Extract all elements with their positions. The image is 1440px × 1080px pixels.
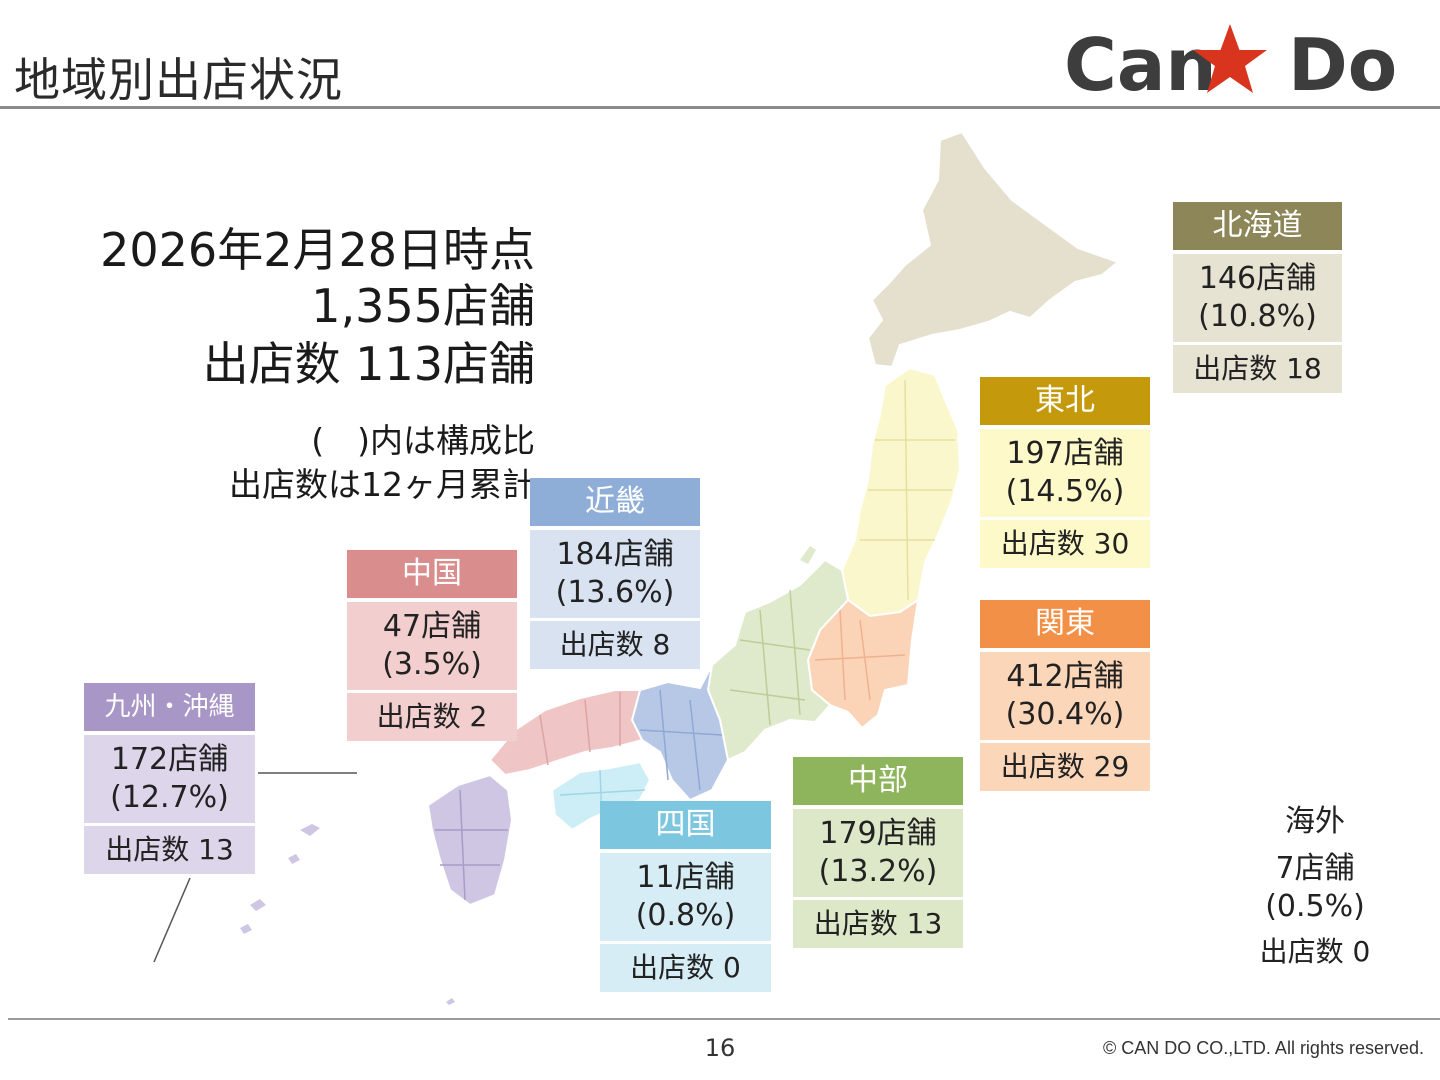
region-name: 東北	[980, 377, 1150, 425]
note-openings: 出店数は12ヶ月累計	[229, 465, 535, 504]
region-name: 近畿	[530, 478, 700, 526]
region-openings: 出店数 13	[793, 900, 963, 948]
region-tohoku: 東北 197店舗 (14.5%) 出店数 30	[980, 377, 1150, 568]
region-openings: 出店数 18	[1173, 345, 1342, 393]
copyright: © CAN DO CO.,LTD. All rights reserved.	[1102, 1038, 1424, 1058]
region-stores: 47店舗	[382, 609, 482, 644]
cando-logo: Can Do	[1064, 23, 1397, 102]
title-divider	[0, 106, 1440, 109]
region-openings: 出店数 8	[530, 621, 700, 669]
region-openings: 出店数 29	[980, 743, 1150, 791]
page-title: 地域別出店状況	[14, 53, 343, 107]
map-tohoku	[840, 366, 962, 618]
region-stores: 146店舗	[1198, 261, 1317, 296]
region-name: 九州・沖縄	[84, 683, 255, 731]
footer-divider	[8, 1018, 1440, 1020]
logo-text-can: Can	[1064, 23, 1217, 102]
region-chugoku: 中国 47店舗 (3.5%) 出店数 2	[347, 550, 517, 741]
region-chubu: 中部 179店舗 (13.2%) 出店数 13	[793, 757, 963, 948]
region-stores: 184店舗	[556, 537, 674, 572]
overseas-name: 海外	[1285, 804, 1345, 839]
region-share: (3.5%)	[382, 647, 482, 682]
region-openings: 出店数 30	[980, 520, 1150, 568]
note-ratio: ( )内は構成比	[311, 421, 535, 460]
map-chugoku	[488, 689, 644, 777]
region-stores: 172店舗	[110, 742, 229, 777]
region-kanto: 関東 412店舗 (30.4%) 出店数 29	[980, 600, 1150, 791]
region-name: 四国	[600, 801, 771, 849]
region-share: (13.6%)	[555, 575, 675, 610]
page-number: 16	[704, 1034, 736, 1062]
region-stores: 11店舗	[636, 860, 735, 895]
region-openings: 出店数 13	[84, 826, 255, 874]
region-openings: 出店数 2	[347, 693, 517, 741]
total-stores: 1,355店舗	[311, 279, 535, 333]
region-name: 関東	[980, 600, 1150, 648]
region-stores: 412店舗	[1006, 659, 1124, 694]
region-shikoku: 四国 11店舗 (0.8%) 出店数 0	[600, 801, 771, 992]
region-stores: 197店舗	[1006, 436, 1124, 471]
map-chubu	[706, 558, 850, 762]
region-share: (0.8%)	[635, 898, 736, 933]
region-overseas: 海外 7店舗 (0.5%) 出店数 0	[1240, 800, 1390, 972]
leader-line-okinawa	[153, 877, 191, 963]
overseas-openings: 出店数 0	[1259, 935, 1371, 968]
as-of-date: 2026年2月28日時点	[100, 223, 535, 277]
overseas-stores: 7店舗	[1275, 851, 1355, 886]
region-hokkaido: 北海道 146店舗 (10.8%) 出店数 18	[1173, 202, 1342, 393]
logo-text-do: Do	[1288, 23, 1397, 102]
map-kyushu	[426, 773, 514, 907]
region-name: 北海道	[1173, 202, 1342, 250]
overseas-share: (0.5%)	[1265, 889, 1365, 924]
region-share: (13.2%)	[818, 854, 938, 889]
map-hokkaido	[866, 130, 1121, 369]
region-stores: 179店舗	[819, 816, 937, 851]
region-share: (30.4%)	[1005, 697, 1125, 732]
region-name: 中国	[347, 550, 517, 598]
region-kinki: 近畿 184店舗 (13.6%) 出店数 8	[530, 478, 700, 669]
region-share: (14.5%)	[1005, 474, 1125, 509]
region-openings: 出店数 0	[600, 944, 771, 992]
star-icon	[1193, 24, 1267, 93]
region-kyushu-okinawa: 九州・沖縄 172店舗 (12.7%) 出店数 13	[84, 683, 255, 874]
region-share: (12.7%)	[110, 780, 229, 815]
region-share: (10.8%)	[1198, 299, 1317, 334]
region-name: 中部	[793, 757, 963, 805]
total-openings: 出店数 113店舗	[202, 337, 535, 391]
